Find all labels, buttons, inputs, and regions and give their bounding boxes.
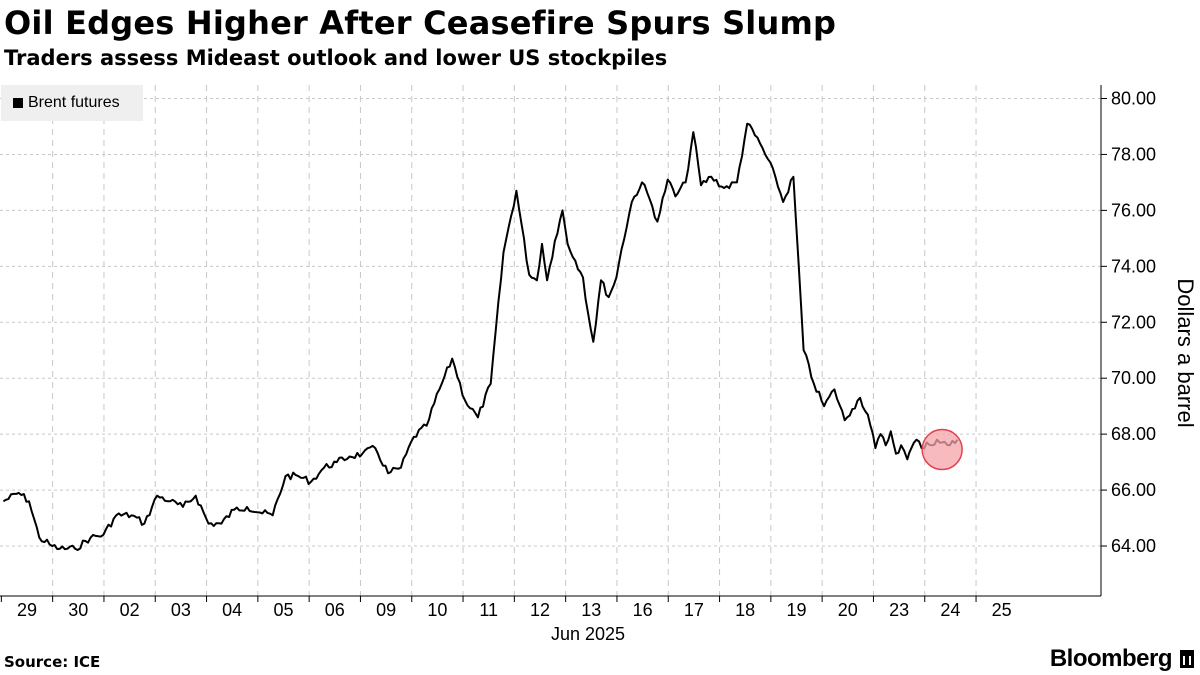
legend-swatch [13, 98, 23, 108]
x-tick-label: 03 [171, 600, 191, 620]
y-tick-label: 64.00 [1111, 536, 1156, 556]
y-tick-label: 76.00 [1111, 200, 1156, 220]
x-tick-label: 17 [684, 600, 704, 620]
x-tick-label: 25 [992, 600, 1012, 620]
y-tick-label: 68.00 [1111, 424, 1156, 444]
x-axis-month-label: Jun 2025 [551, 624, 625, 644]
chart-subtitle: Traders assess Mideast outlook and lower… [4, 46, 668, 70]
chart-legend: Brent futures [1, 85, 143, 121]
x-tick-label: 10 [427, 600, 447, 620]
x-tick-label: 16 [633, 600, 653, 620]
series-line-brent-futures [2, 122, 959, 551]
x-tick-label: 04 [222, 600, 242, 620]
x-axis-ticks: 29 30 02 03 04 05 06 09 10 11 12 13 16 17 18 19 20 23 24 25 [0, 596, 1012, 620]
y-tick-label: 78.00 [1111, 144, 1156, 164]
horizontal-gridlines [0, 98, 1101, 547]
y-tick-label: 66.00 [1111, 480, 1156, 500]
brand-wordmark: Bloomberg [1049, 645, 1173, 672]
x-tick-label: 19 [786, 600, 806, 620]
x-tick-label: 09 [376, 600, 396, 620]
x-tick-label: 23 [889, 600, 909, 620]
bloomberg-logo: Bloomberg [1050, 645, 1194, 673]
bloomberg-terminal-icon [1180, 650, 1194, 668]
vertical-gridlines [52, 85, 977, 596]
legend-label-brent-futures: Brent futures [28, 94, 120, 111]
chart-title: Oil Edges Higher After Ceasefire Spurs S… [4, 4, 837, 42]
x-tick-label: 13 [581, 600, 601, 620]
x-tick-label: 18 [735, 600, 755, 620]
x-tick-label: 29 [17, 600, 37, 620]
y-axis-title: Dollars a barrel [1173, 278, 1198, 427]
x-tick-label: 06 [325, 600, 345, 620]
x-tick-label: 30 [68, 600, 88, 620]
x-tick-label: 05 [273, 600, 293, 620]
x-tick-label: 24 [940, 600, 960, 620]
y-tick-label: 80.00 [1111, 89, 1156, 109]
y-axis-ticks: 64.00 66.00 68.00 70.00 72.00 74.00 76.00 78.00… [1101, 89, 1156, 556]
y-tick-label: 74.00 [1111, 256, 1156, 276]
y-tick-label: 72.00 [1111, 312, 1156, 332]
y-tick-label: 70.00 [1111, 368, 1156, 388]
x-tick-label: 12 [530, 600, 550, 620]
x-tick-label: 11 [479, 600, 498, 620]
x-tick-label: 20 [838, 600, 858, 620]
source-note: Source: ICE [4, 653, 101, 671]
x-tick-label: 02 [120, 600, 140, 620]
highlight-marker [921, 428, 963, 471]
